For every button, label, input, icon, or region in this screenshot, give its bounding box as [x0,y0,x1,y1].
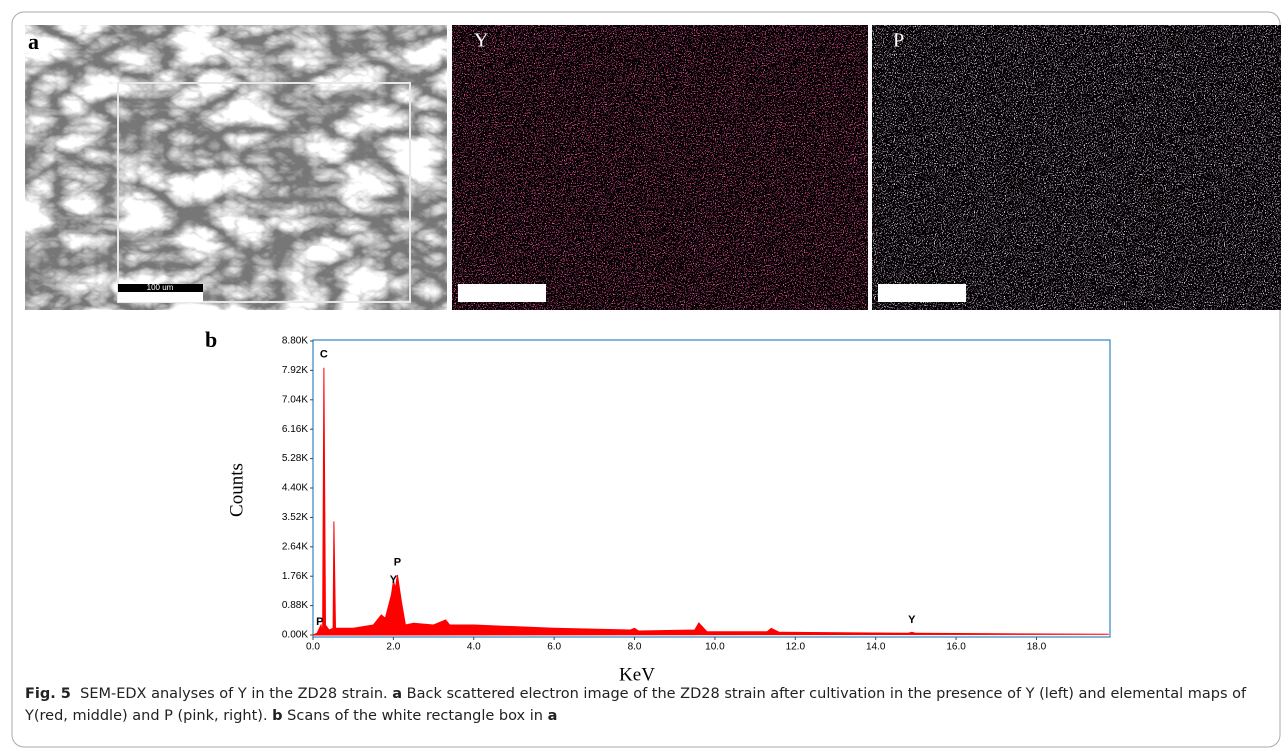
caption: Fig. 5 SEM-EDX analyses of Y in the ZD28… [25,683,1270,727]
peak-label: Y [390,574,398,586]
map-title: Y [474,30,488,52]
x-tick-label: 2.0 [386,642,400,653]
scale-bar-label: 100 um [147,283,174,292]
y-tick-label: 4.40K [282,483,308,494]
sem-texture [25,25,447,310]
y-tick-label: 2.64K [282,541,308,552]
caption-text: b [272,708,282,724]
y-tick-label: 0.88K [282,600,308,611]
y-tick-label: 3.52K [282,512,308,523]
page: a Y P 100 um 100 um 100 um b Counts KeV … [0,0,1281,748]
peak-label: C [320,348,328,360]
panel-label: b [205,327,217,352]
caption-text: a [392,686,402,702]
peak-label: P [316,616,323,628]
scale-bar: 100 um [118,283,203,302]
x-tick-label: 8.0 [628,642,642,653]
p-map-texture [872,25,1281,310]
y-tick-label: 5.28K [282,453,308,464]
panel-label: a [28,29,39,54]
caption-text: SEM-EDX analyses of Y in the ZD28 strain… [71,686,392,702]
caption-text: Scans of the white rectangle box in [283,708,548,724]
x-tick-label: 10.0 [705,642,725,653]
plot-frame [313,340,1110,637]
y-map-texture [452,25,868,310]
caption-text: a [548,708,558,724]
peak-label: P [394,557,401,569]
y-tick-label: 7.92K [282,365,308,376]
x-tick-label: 16.0 [946,642,966,653]
scale-bar: 100 um [458,283,546,302]
scale-bar-label: 100 um [489,283,516,292]
y-tick-label: 0.00K [282,630,308,641]
x-tick-label: 12.0 [786,642,806,653]
scale-bar-line [458,293,546,302]
scale-bar: 100 um [878,283,966,302]
x-tick-label: 0.0 [306,642,320,653]
y-tick-label: 6.16K [282,424,308,435]
y-tick-label: 1.76K [282,571,308,582]
caption-text: Fig. 5 [25,686,71,702]
y-tick-label: 8.80K [282,336,308,347]
y-tick-label: 7.04K [282,394,308,405]
y-axis-title: Counts [226,463,247,517]
x-tick-label: 18.0 [1027,642,1047,653]
map-title: P [893,30,904,52]
figure: a Y P 100 um 100 um 100 um b Counts KeV … [0,0,1281,748]
x-tick-label: 4.0 [467,642,481,653]
scale-bar-label: 100 um [909,283,936,292]
x-tick-label: 6.0 [547,642,561,653]
peak-label: Y [908,614,916,626]
x-tick-label: 14.0 [866,642,886,653]
spectrum [313,368,1109,635]
